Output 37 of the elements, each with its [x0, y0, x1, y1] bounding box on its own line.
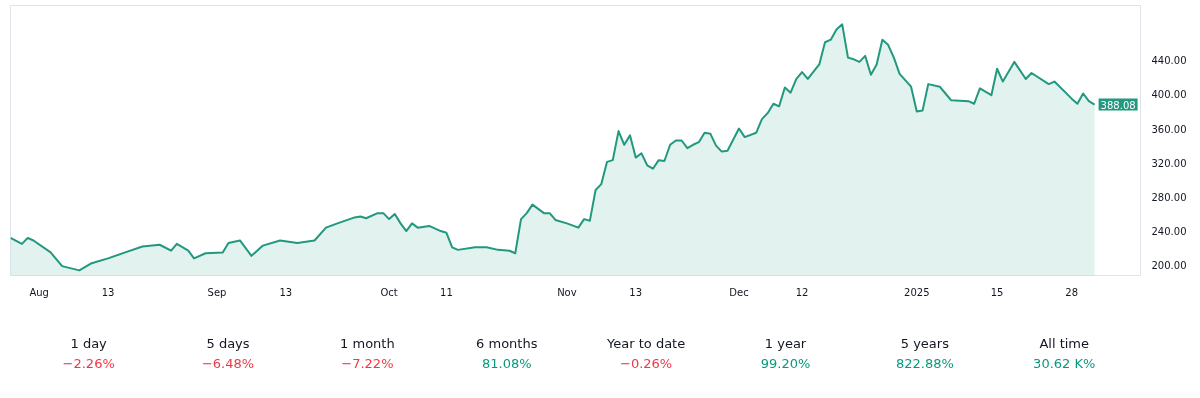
x-tick-label: Nov: [557, 286, 577, 298]
y-tick-label: 280.00: [1151, 191, 1187, 203]
text: 5 years: [900, 335, 950, 351]
x-tick-label: 11: [440, 286, 453, 298]
x-tick-label: 15: [990, 286, 1004, 298]
x-tick-label: 12: [795, 286, 809, 298]
text: −0.26%: [620, 355, 673, 371]
x-tick-label: 13: [629, 286, 643, 298]
text: 1 month: [340, 335, 395, 351]
x-tick-label: Aug: [29, 286, 49, 298]
text: All time: [1039, 335, 1090, 351]
text: 30.62 K%: [1033, 355, 1096, 371]
text: 1 year: [764, 335, 807, 351]
text: −7.22%: [341, 355, 394, 371]
text: 1 day: [70, 335, 108, 351]
text: 822.88%: [895, 355, 954, 371]
text: 6 months: [476, 335, 538, 351]
text: 81.08%: [481, 355, 532, 371]
x-tick-label: Dec: [729, 286, 749, 298]
y-tick-label: 200.00: [1151, 260, 1187, 272]
y-tick-label: 240.00: [1151, 226, 1187, 238]
x-tick-label: 13: [101, 286, 115, 298]
x-tick-label: 2025: [904, 286, 930, 298]
annotation: 388.08: [1100, 99, 1136, 111]
y-tick-label: 400.00: [1151, 89, 1187, 101]
x-tick-label: 13: [279, 286, 293, 298]
x-tick-label: Oct: [380, 286, 398, 298]
text: 5 days: [206, 335, 250, 351]
text: −6.48%: [201, 355, 255, 371]
text: −2.26%: [62, 355, 115, 371]
y-tick-label: 440.00: [1151, 55, 1187, 67]
y-tick-label: 360.00: [1151, 123, 1187, 135]
y-tick-label: 320.00: [1151, 157, 1187, 169]
x-tick-label: Sep: [207, 286, 227, 298]
text: Year to date: [606, 335, 686, 351]
text: 99.20%: [760, 355, 811, 371]
x-tick-label: 28: [1065, 286, 1079, 298]
